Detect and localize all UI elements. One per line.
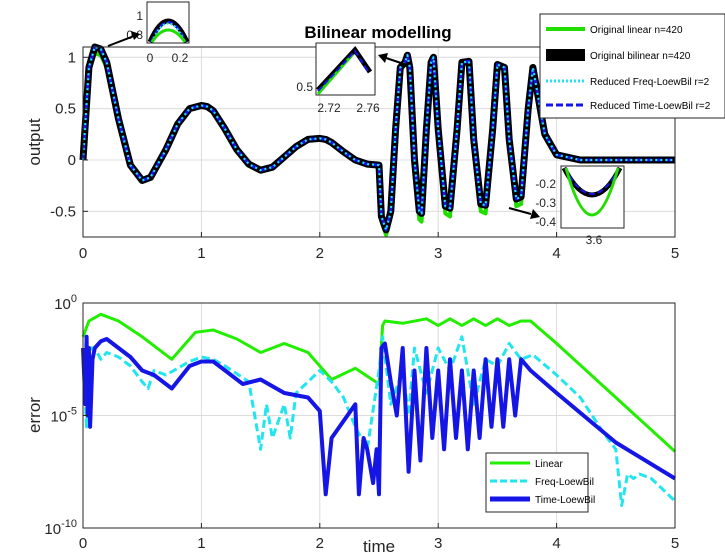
top-y-tick-label: -0.5 (50, 203, 76, 220)
top-y-tick-label: 0 (68, 152, 76, 169)
top-x-tick-label: 0 (79, 245, 87, 262)
inset-1-ytick-0: 1 (136, 9, 143, 23)
top-y-ticks: 1 0.5 0 -0.5 (50, 49, 88, 220)
bottom-legend: Linear Freq-LoewBil Time-LoewBil (485, 452, 595, 513)
inset-3-ytick-1: -0.3 (535, 196, 556, 210)
series-reduced-freq (82, 46, 675, 231)
top-x-tick-label: 5 (671, 245, 679, 262)
bottom-legend-label-linear: Linear (535, 459, 563, 470)
bottom-y-label: error (25, 397, 44, 433)
inset-1-xtick-0: 0 (147, 51, 154, 65)
inset-2: 0.5 2.72 2.76 (296, 42, 408, 115)
bottom-legend-label-time: Time-LoewBil (535, 495, 595, 506)
inset-1-arrow (107, 35, 135, 47)
inset-3-linear-line (564, 167, 620, 217)
top-y-label: output (25, 118, 44, 166)
top-legend-label-time: Reduced Time-LoewBil r=2 (590, 101, 711, 112)
top-legend-box (539, 13, 725, 119)
inset-2-ytick-0: 0.5 (296, 80, 313, 94)
top-title: Bilinear modelling (304, 23, 451, 42)
bottom-x-tick-label: 2 (316, 535, 324, 552)
inset-1-linear-line (150, 28, 187, 43)
inset-3-time-line (564, 167, 620, 195)
top-legend-label-bilinear: Original bilinear n=420 (590, 51, 691, 62)
inset-2-xtick-1: 2.76 (356, 101, 380, 115)
top-x-tick-label: 4 (552, 245, 560, 262)
top-x-tick-label: 2 (316, 245, 324, 262)
top-axes-box (82, 46, 676, 238)
bottom-x-label: time (363, 537, 395, 556)
inset-3-arrow (508, 207, 532, 215)
inset-2-arrow (385, 57, 408, 66)
series-linear-error (81, 312, 677, 453)
top-series (79, 43, 675, 237)
bottom-series (81, 312, 677, 507)
bottom-y-ticks: 100 10-5 10-10 (44, 293, 88, 538)
top-legend-label-linear: Original linear n=420 (590, 25, 683, 36)
inset-3-ytick-0: -0.2 (535, 177, 556, 191)
inset-1: 1 0.8 0 0.2 (107, 1, 190, 65)
bottom-chart: 0 1 2 3 4 5 100 10-5 10-10 error time Linear Fr… (25, 293, 679, 556)
top-x-tick-label: 1 (197, 245, 205, 262)
bottom-y-tick-label: 100 (54, 293, 77, 313)
top-legend-label-freq: Reduced Freq-LoewBil r=2 (590, 77, 710, 88)
top-y-tick-label: 1 (68, 49, 76, 66)
inset-3-ytick-2: -0.4 (535, 215, 556, 229)
inset-2-xtick-0: 2.72 (317, 101, 341, 115)
bottom-x-tick-label: 5 (671, 535, 679, 552)
inset-1-xtick-1: 0.2 (172, 51, 189, 65)
top-chart: 0 1 2 3 4 5 1 0.5 0 -0.5 Bilinear modelling outp… (25, 1, 725, 262)
series-time-error (81, 334, 677, 497)
bottom-x-tick-label: 1 (197, 535, 205, 552)
inset-2-linear-line (316, 53, 355, 95)
bottom-x-tick-label: 4 (552, 535, 560, 552)
inset-3: -0.2 -0.3 -0.4 3.6 (508, 165, 625, 247)
inset-3-arrowhead (530, 209, 540, 219)
inset-2-time-line (317, 49, 370, 92)
inset-3-xtick-0: 3.6 (586, 233, 603, 247)
top-y-tick-label: 0.5 (55, 101, 76, 118)
inset-1-arrowhead (131, 31, 140, 40)
bottom-x-tick-label: 0 (79, 535, 87, 552)
bottom-x-ticks: 0 1 2 3 4 5 (79, 523, 679, 552)
top-x-ticks: 0 1 2 3 4 5 (79, 232, 679, 262)
top-legend: Original linear n=420 Original bilinear … (539, 13, 725, 119)
top-x-tick-label: 3 (434, 245, 442, 262)
bottom-legend-label-freq: Freq-LoewBil (535, 477, 594, 488)
bottom-y-tick-label: 10-5 (51, 406, 77, 426)
bottom-x-tick-label: 3 (434, 535, 442, 552)
bottom-y-tick-label: 10-10 (44, 518, 77, 538)
inset-2-arrowhead (378, 53, 388, 63)
